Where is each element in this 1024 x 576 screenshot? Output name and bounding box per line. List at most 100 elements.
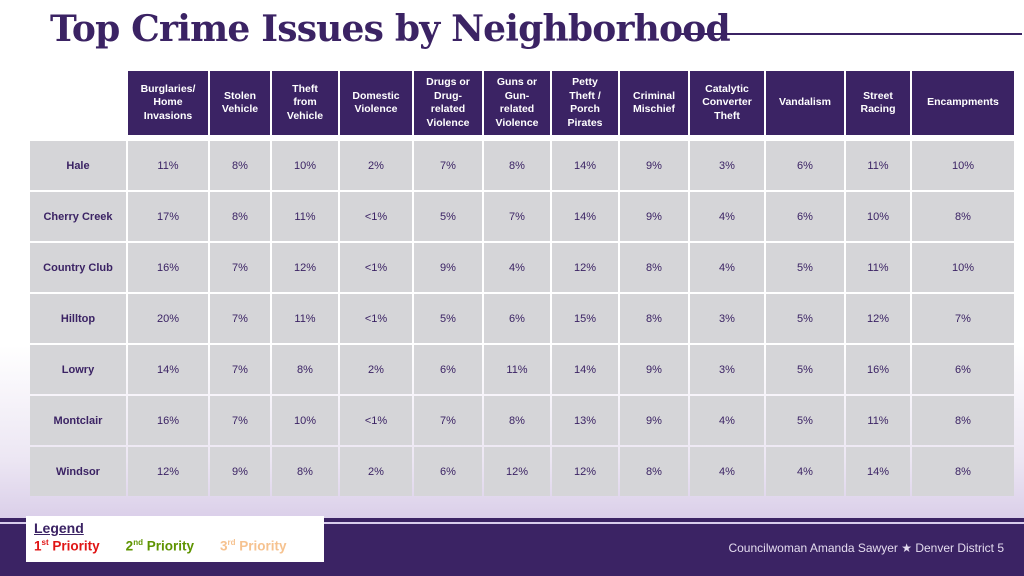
page-title: Top Crime Issues by Neighborhood	[50, 8, 731, 50]
table-row: Hilltop 20% 7% 11% <1% 5% 6% 15% 8% 3% 5% 12% 7%	[30, 294, 1014, 343]
value-cell: 8%	[912, 396, 1014, 445]
value-cell: 11%	[846, 243, 910, 292]
value-cell: 6%	[766, 192, 844, 241]
value-cell: 12%	[484, 447, 550, 496]
value-cell: 9%	[414, 243, 482, 292]
value-cell: 3%	[690, 141, 764, 190]
column-header: Drugs or Drug-related Violence	[414, 71, 482, 135]
value-cell: 11%	[846, 141, 910, 190]
table-row: Cherry Creek 17% 8% 11% <1% 5% 7% 14% 9% 4% 6% 10% 8…	[30, 192, 1014, 241]
value-cell: 7%	[414, 141, 482, 190]
column-header: Petty Theft / Porch Pirates	[552, 71, 618, 135]
value-cell: <1%	[340, 294, 412, 343]
value-cell: <1%	[340, 243, 412, 292]
column-header: Guns or Gun-related Violence	[484, 71, 550, 135]
value-cell: 4%	[690, 396, 764, 445]
value-cell: 11%	[272, 192, 338, 241]
value-cell: 7%	[210, 243, 270, 292]
neighborhood-label: Cherry Creek	[30, 192, 126, 241]
value-cell: 6%	[912, 345, 1014, 394]
value-cell: 7%	[210, 396, 270, 445]
value-cell: 8%	[272, 447, 338, 496]
value-cell: 4%	[690, 447, 764, 496]
column-header: Catalytic Converter Theft	[690, 71, 764, 135]
column-header: Domestic Violence	[340, 71, 412, 135]
value-cell: 8%	[210, 141, 270, 190]
value-cell: 10%	[272, 141, 338, 190]
footer-line	[0, 522, 1024, 524]
table-row: Montclair 16% 7% 10% <1% 7% 8% 13% 9% 4% 5% 11% 8%	[30, 396, 1014, 445]
legend-third-priority: 3rd Priority	[220, 538, 287, 554]
value-cell: 16%	[128, 243, 208, 292]
value-cell: 11%	[128, 141, 208, 190]
value-cell: 5%	[414, 192, 482, 241]
value-cell: 5%	[766, 396, 844, 445]
neighborhood-label: Windsor	[30, 447, 126, 496]
value-cell: 8%	[620, 447, 688, 496]
column-header: Theft from Vehicle	[272, 71, 338, 135]
value-cell: 11%	[846, 396, 910, 445]
value-cell: 14%	[128, 345, 208, 394]
table-corner	[30, 71, 126, 135]
value-cell: 4%	[484, 243, 550, 292]
value-cell: 5%	[766, 345, 844, 394]
value-cell: 3%	[690, 345, 764, 394]
value-cell: <1%	[340, 192, 412, 241]
value-cell: 14%	[552, 345, 618, 394]
neighborhood-label: Lowry	[30, 345, 126, 394]
value-cell: 8%	[484, 396, 550, 445]
column-header: Street Racing	[846, 71, 910, 135]
value-cell: 6%	[414, 447, 482, 496]
value-cell: 7%	[210, 294, 270, 343]
table-row: Lowry 14% 7% 8% 2% 6% 11% 14% 9% 3% 5% 16% 6%	[30, 345, 1014, 394]
value-cell: 9%	[620, 141, 688, 190]
column-header: Burglaries/Home Invasions	[128, 71, 208, 135]
value-cell: 7%	[484, 192, 550, 241]
value-cell: 8%	[484, 141, 550, 190]
legend-title: Legend	[34, 520, 84, 536]
value-cell: 8%	[210, 192, 270, 241]
value-cell: 6%	[484, 294, 550, 343]
value-cell: 7%	[210, 345, 270, 394]
neighborhood-label: Hale	[30, 141, 126, 190]
value-cell: 16%	[846, 345, 910, 394]
value-cell: 9%	[210, 447, 270, 496]
value-cell: 10%	[846, 192, 910, 241]
value-cell: 20%	[128, 294, 208, 343]
value-cell: 9%	[620, 345, 688, 394]
legend-second-priority: 2nd Priority	[125, 538, 194, 554]
value-cell: 2%	[340, 345, 412, 394]
value-cell: 11%	[484, 345, 550, 394]
footer-credit: Councilwoman Amanda Sawyer ★ Denver Dist…	[728, 541, 1004, 555]
value-cell: 2%	[340, 447, 412, 496]
value-cell: 8%	[912, 192, 1014, 241]
value-cell: 13%	[552, 396, 618, 445]
value-cell: 16%	[128, 396, 208, 445]
value-cell: 8%	[620, 294, 688, 343]
neighborhood-label: Montclair	[30, 396, 126, 445]
value-cell: 7%	[414, 396, 482, 445]
value-cell: 2%	[340, 141, 412, 190]
value-cell: 11%	[272, 294, 338, 343]
value-cell: 9%	[620, 396, 688, 445]
column-header: Stolen Vehicle	[210, 71, 270, 135]
title-rule	[676, 33, 1022, 35]
value-cell: 6%	[414, 345, 482, 394]
value-cell: 14%	[846, 447, 910, 496]
value-cell: 12%	[552, 243, 618, 292]
value-cell: 8%	[620, 243, 688, 292]
value-cell: 12%	[128, 447, 208, 496]
value-cell: 6%	[766, 141, 844, 190]
legend: Legend 1st Priority 2nd Priority 3rd Pri…	[26, 516, 324, 562]
value-cell: 7%	[912, 294, 1014, 343]
value-cell: 5%	[766, 243, 844, 292]
value-cell: 4%	[690, 192, 764, 241]
value-cell: 3%	[690, 294, 764, 343]
value-cell: 9%	[620, 192, 688, 241]
value-cell: 14%	[552, 141, 618, 190]
crime-table: Burglaries/Home Invasions Stolen Vehicle The…	[28, 69, 1016, 498]
value-cell: 17%	[128, 192, 208, 241]
value-cell: 10%	[912, 243, 1014, 292]
value-cell: <1%	[340, 396, 412, 445]
value-cell: 12%	[272, 243, 338, 292]
